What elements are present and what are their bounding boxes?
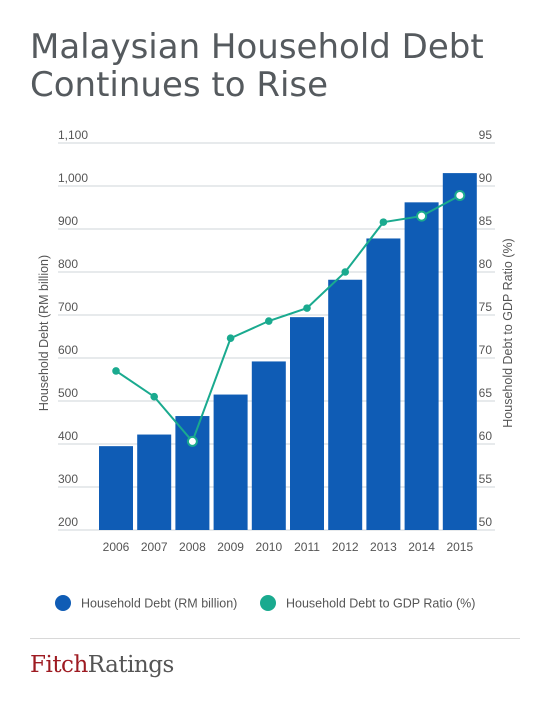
legend-line-label: Household Debt to GDP Ratio (%) (286, 597, 475, 611)
footer-divider (30, 638, 520, 639)
x-tick-label: 2014 (408, 540, 435, 554)
left-axis-label: Household Debt (RM billion) (37, 255, 51, 411)
left-axis-ticks: 1,100 1,000 900 800 700 600 500 400 300 200 (58, 128, 88, 529)
left-tick-label: 200 (58, 515, 78, 529)
ratio-point (186, 435, 198, 447)
bar (404, 202, 439, 530)
chart-title-line2: Continues to Rise (30, 65, 329, 105)
ratio-line (112, 189, 466, 447)
x-tick-label: 2011 (294, 540, 320, 554)
chart-title: Malaysian Household Debt Continues to Ri… (30, 28, 530, 104)
left-tick-label: 800 (58, 257, 78, 271)
x-tick-label: 2012 (332, 540, 359, 554)
ratio-point (416, 210, 428, 222)
left-tick-label: 1,100 (58, 128, 88, 142)
bar (213, 394, 248, 530)
right-tick-label: 65 (479, 386, 493, 400)
right-tick-label: 55 (479, 472, 493, 486)
x-tick-label: 2010 (255, 540, 282, 554)
x-tick-label: 2009 (217, 540, 244, 554)
left-tick-label: 600 (58, 343, 78, 357)
bar (251, 361, 286, 530)
right-tick-label: 80 (479, 257, 493, 271)
left-tick-label: 1,000 (58, 171, 88, 185)
fitch-ratings-logo: FitchRatings (30, 652, 174, 678)
bar (137, 434, 172, 530)
ratio-point (112, 367, 120, 375)
right-axis-ticks: 95 90 85 80 75 70 65 60 55 50 (479, 128, 493, 529)
ratio-point (226, 334, 235, 343)
left-tick-label: 900 (58, 214, 78, 228)
ratio-point (303, 304, 311, 312)
ratio-point (150, 392, 158, 401)
left-tick-label: 500 (58, 386, 78, 400)
ratio-point (454, 189, 466, 201)
legend-line-marker (260, 595, 276, 611)
x-tick-label: 2013 (370, 540, 397, 554)
right-tick-label: 50 (479, 515, 493, 529)
x-tick-label: 2006 (103, 540, 130, 554)
x-tick-label: 2015 (446, 540, 473, 554)
bars (99, 173, 477, 530)
ratio-point (379, 218, 388, 226)
x-tick-label: 2007 (141, 540, 168, 554)
legend-bar-marker (55, 595, 71, 611)
ratio-point (265, 317, 273, 325)
right-tick-label: 75 (479, 300, 493, 314)
legend-bar-label: Household Debt (RM billion) (81, 597, 237, 611)
x-tick-label: 2008 (179, 540, 206, 554)
chart-title-line1: Malaysian Household Debt (30, 27, 484, 67)
bar (366, 238, 401, 530)
bar (290, 317, 324, 530)
right-tick-label: 85 (479, 214, 493, 228)
left-tick-label: 700 (58, 300, 78, 314)
right-tick-label: 90 (479, 171, 493, 185)
x-axis-ticks: 2006 2007 2008 2009 2010 2011 2012 2013 2014 2015 (103, 540, 474, 554)
right-tick-label: 95 (479, 128, 493, 142)
ratio-line-path (115, 194, 461, 444)
bar (328, 279, 363, 530)
bar (99, 446, 133, 530)
right-tick-label: 70 (479, 343, 493, 357)
right-tick-label: 60 (479, 429, 493, 443)
bar (175, 416, 210, 530)
left-tick-label: 300 (58, 472, 78, 486)
bar (442, 173, 477, 530)
legend: Household Debt (RM billion) Household De… (55, 595, 475, 611)
right-axis-label: Household Debt to GDP Ratio (%) (501, 238, 515, 427)
left-tick-label: 400 (58, 429, 78, 443)
ratio-point (341, 268, 350, 276)
chart: 1,100 1,000 900 800 700 600 500 400 300 200 95 90 8… (37, 128, 515, 611)
